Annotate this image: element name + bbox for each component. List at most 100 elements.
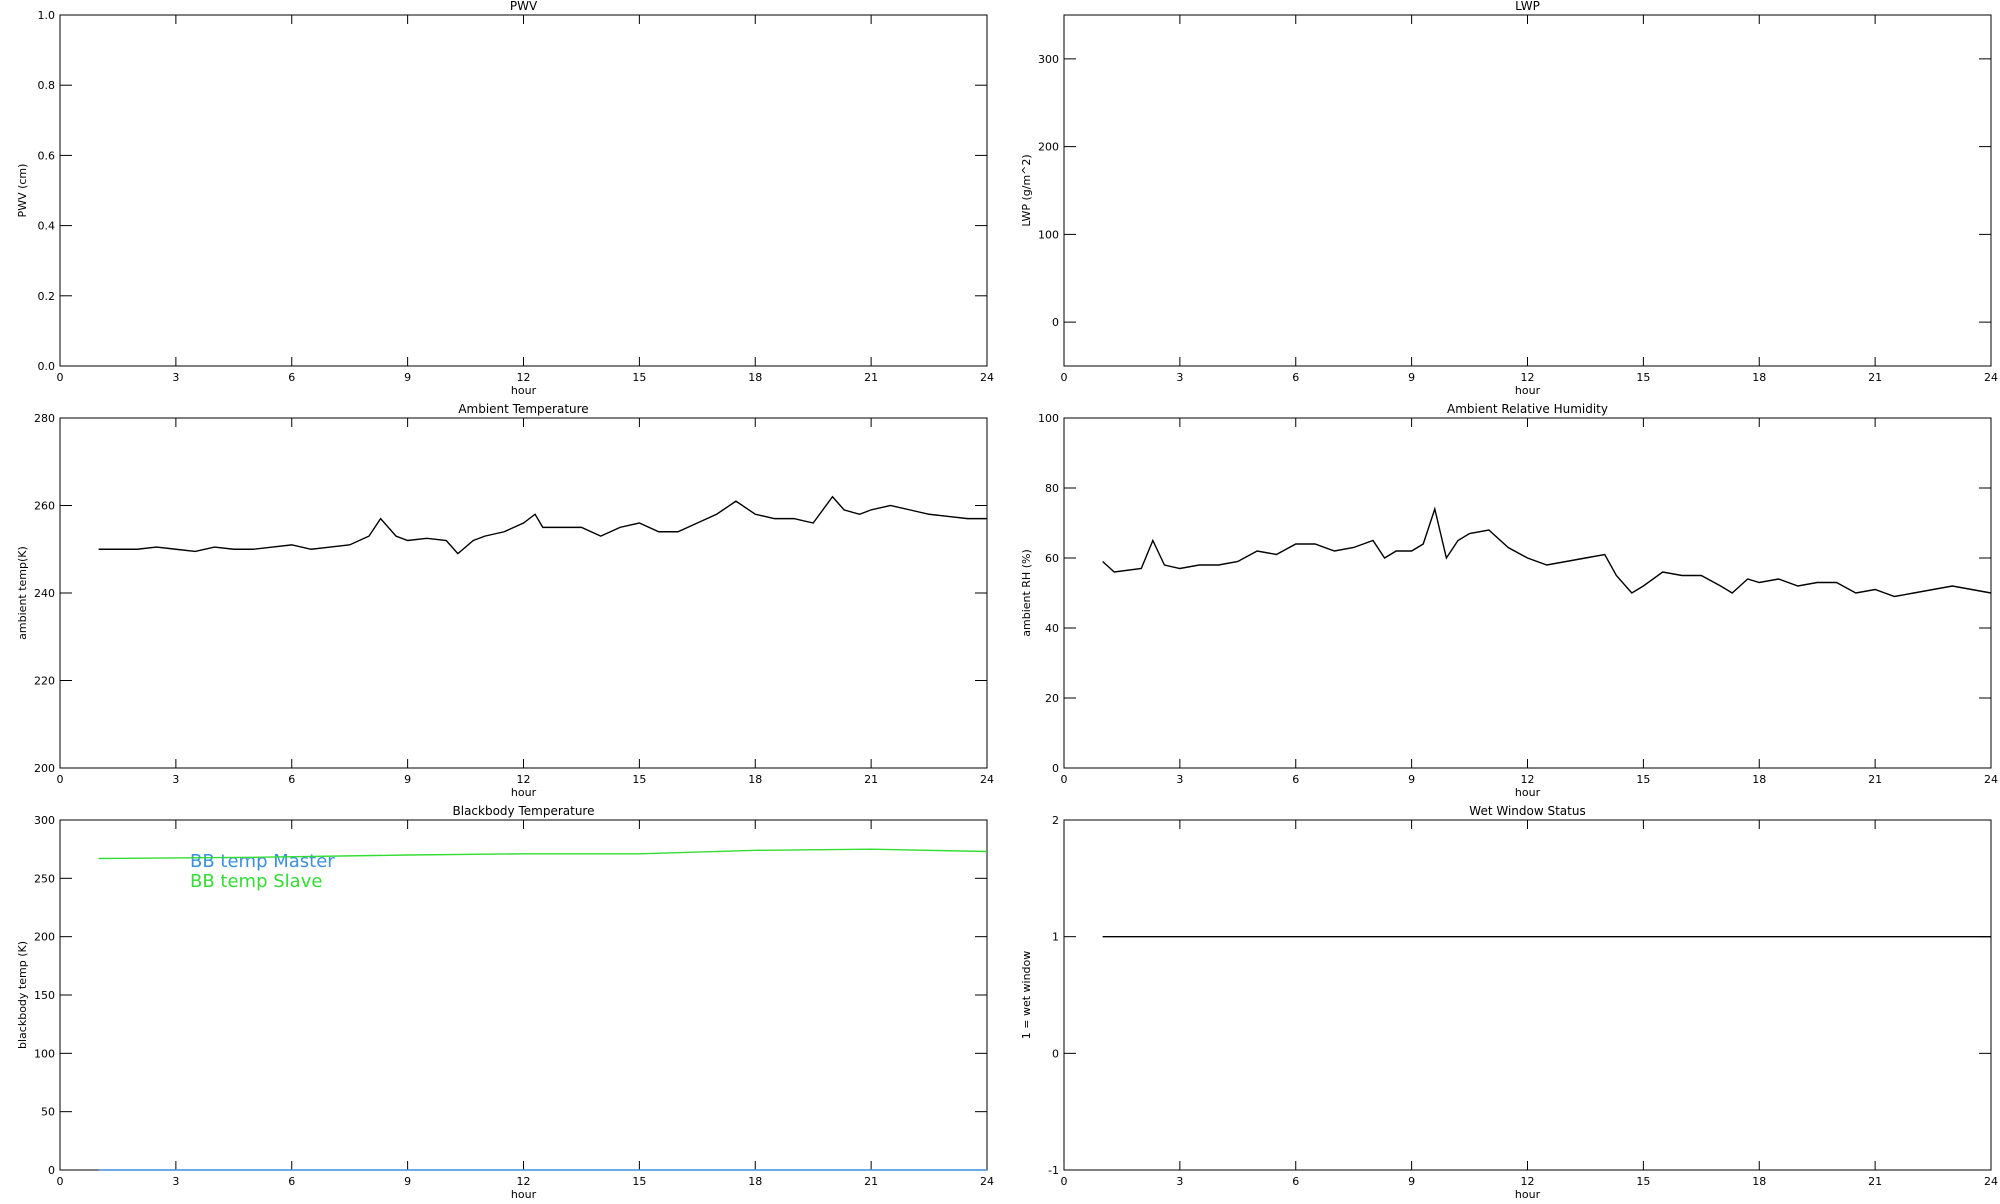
x-tick-label: 6 — [1292, 1175, 1299, 1188]
x-tick-label: 15 — [1636, 773, 1650, 786]
y-tick-label: 0 — [48, 1164, 55, 1177]
plot: Wet Window Status hour 1 = wet window 0 3 6 9 1… — [1020, 804, 1998, 1201]
x-tick-label: 12 — [517, 371, 531, 384]
x-tick-label: 12 — [517, 1175, 531, 1188]
x-tick-label: 6 — [288, 773, 295, 786]
x-tick-label: 0 — [57, 773, 64, 786]
legend-entry: BB temp Slave — [190, 871, 322, 892]
x-tick-label: 18 — [748, 371, 762, 384]
x-tick-label: 18 — [748, 1175, 762, 1188]
y-tick-label: 0 — [1052, 762, 1059, 775]
x-tick-label: 3 — [1176, 371, 1183, 384]
x-tick-label: 0 — [1061, 773, 1068, 786]
y-axis-label: 1 = wet window — [1020, 951, 1033, 1040]
y-tick-label: 220 — [34, 675, 55, 688]
y-tick-label: 0 — [1052, 316, 1059, 329]
x-tick-label: 0 — [1061, 1175, 1068, 1188]
y-tick-label: 2 — [1052, 814, 1059, 827]
y-tick-label: 300 — [1038, 53, 1059, 66]
x-tick-label: 15 — [632, 371, 646, 384]
plot-frame — [1063, 819, 1992, 1171]
plot-title: PWV — [510, 0, 538, 13]
y-tick-label: 50 — [41, 1106, 55, 1119]
x-tick-label: 15 — [1636, 371, 1650, 384]
x-tick-label: 21 — [1868, 773, 1882, 786]
x-tick-label: 15 — [632, 773, 646, 786]
y-axis-label: PWV (cm) — [16, 164, 29, 218]
x-tick-label: 24 — [980, 371, 994, 384]
x-tick-label: 24 — [1984, 773, 1998, 786]
x-tick-label: 9 — [1408, 371, 1415, 384]
y-axis-label: blackbody temp (K) — [16, 941, 29, 1049]
y-tick-label: 0.0 — [38, 360, 56, 373]
x-tick-label: 24 — [1984, 371, 1998, 384]
y-axis-label: ambient temp(K) — [16, 546, 29, 640]
plot: LWP hour LWP (g/m^2) 0 3 6 9 12 15 18 21 24 0 100 200 3… — [1020, 0, 1998, 397]
data-line — [98, 495, 987, 555]
plot: PWV hour PWV (cm) 0 3 6 9 12 15 18 21 24 0.0 0.2 0.4 0.… — [16, 0, 994, 397]
plot-title: Wet Window Status — [1469, 804, 1585, 818]
y-tick-label: 300 — [34, 814, 55, 827]
plot: Ambient Relative Humidity hour ambient RH … — [1020, 402, 1998, 799]
x-tick-label: 3 — [1176, 773, 1183, 786]
x-tick-label: 12 — [1521, 371, 1535, 384]
x-tick-label: 18 — [748, 773, 762, 786]
y-tick-label: 0.6 — [38, 149, 56, 162]
y-tick-label: -1 — [1048, 1164, 1059, 1177]
x-tick-label: 6 — [1292, 773, 1299, 786]
y-tick-label: 200 — [34, 762, 55, 775]
x-tick-label: 15 — [632, 1175, 646, 1188]
data-line — [98, 848, 988, 860]
x-tick-label: 21 — [1868, 1175, 1882, 1188]
plot: Blackbody Temperature hour blackbody temp … — [16, 804, 994, 1201]
x-tick-label: 9 — [1408, 1175, 1415, 1188]
x-tick-label: 9 — [1408, 773, 1415, 786]
y-tick-label: 1 — [1052, 931, 1059, 944]
x-tick-label: 21 — [864, 773, 878, 786]
y-tick-label: 0.8 — [38, 79, 56, 92]
x-tick-label: 21 — [864, 371, 878, 384]
plot: Ambient Temperature hour ambient temp(K) 0 3… — [16, 402, 994, 799]
y-tick-label: 200 — [1038, 141, 1059, 154]
y-tick-label: 20 — [1045, 692, 1059, 705]
plot-title: Ambient Temperature — [458, 402, 588, 416]
x-tick-label: 18 — [1752, 371, 1766, 384]
y-tick-label: 100 — [34, 1047, 55, 1060]
y-tick-label: 100 — [1038, 412, 1059, 425]
y-tick-label: 0.4 — [38, 220, 56, 233]
y-tick-label: 0.2 — [38, 290, 56, 303]
plot-frame — [1063, 14, 1992, 367]
x-tick-label: 12 — [1521, 773, 1535, 786]
y-tick-label: 240 — [34, 587, 55, 600]
x-tick-label: 0 — [57, 1175, 64, 1188]
x-axis-label: hour — [511, 384, 537, 397]
legend-entry: BB temp Master — [190, 851, 335, 872]
x-tick-label: 21 — [1868, 371, 1882, 384]
x-tick-label: 3 — [172, 371, 179, 384]
x-axis-label: hour — [511, 1188, 537, 1200]
y-tick-label: 100 — [1038, 228, 1059, 241]
x-tick-label: 21 — [864, 1175, 878, 1188]
x-tick-label: 15 — [1636, 1175, 1650, 1188]
plot-frame — [59, 417, 988, 769]
x-tick-label: 9 — [404, 1175, 411, 1188]
y-tick-label: 200 — [34, 931, 55, 944]
x-tick-label: 24 — [1984, 1175, 1998, 1188]
x-axis-label: hour — [1515, 1188, 1541, 1200]
x-tick-label: 18 — [1752, 1175, 1766, 1188]
x-axis-label: hour — [1515, 786, 1541, 799]
x-tick-label: 12 — [1521, 1175, 1535, 1188]
data-line — [1102, 506, 1992, 598]
y-tick-label: 260 — [34, 500, 55, 513]
x-axis-label: hour — [511, 786, 537, 799]
y-axis-label: ambient RH (%) — [1020, 549, 1033, 637]
y-tick-label: 80 — [1045, 482, 1059, 495]
x-tick-label: 6 — [288, 1175, 295, 1188]
plot-frame — [1063, 417, 1992, 769]
x-tick-label: 6 — [288, 371, 295, 384]
x-tick-label: 12 — [517, 773, 531, 786]
x-tick-label: 18 — [1752, 773, 1766, 786]
y-tick-label: 40 — [1045, 622, 1059, 635]
x-tick-label: 3 — [1176, 1175, 1183, 1188]
